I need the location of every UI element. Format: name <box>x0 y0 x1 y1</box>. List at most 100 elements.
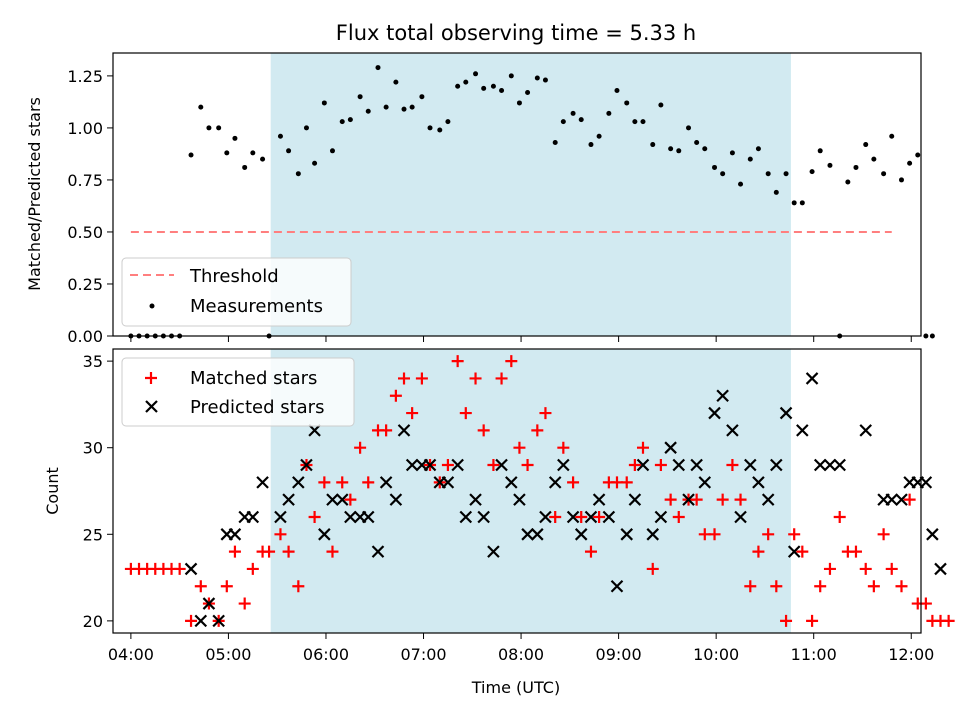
matched-star-point <box>654 459 667 472</box>
predicted-star-point <box>539 510 552 524</box>
x-tick-label: 07:00 <box>400 645 446 664</box>
ratio-y-tick-label: 0.25 <box>67 275 103 294</box>
x-axis-title: Time (UTC) <box>471 678 560 697</box>
predicted-star-point <box>513 493 526 506</box>
matched-star-point <box>770 580 783 593</box>
measurement-point <box>242 164 248 170</box>
predicted-star-point <box>779 406 793 420</box>
matched-star-point <box>814 580 827 593</box>
count-y-tick-label: 25 <box>83 525 103 544</box>
measurement-point <box>650 142 656 148</box>
predicted-star-point <box>787 545 801 558</box>
predicted-star-point <box>708 406 721 420</box>
matched-star-point <box>708 528 721 541</box>
predicted-star-point <box>487 545 500 558</box>
matched-star-point <box>194 580 207 593</box>
predicted-star-point <box>926 528 939 541</box>
measurement-point <box>588 142 594 148</box>
predicted-star-point <box>895 493 908 506</box>
measurement-point <box>702 146 708 152</box>
measurement-point <box>224 150 230 156</box>
legend-measurements-swatch <box>149 303 155 309</box>
matched-star-point <box>238 597 251 610</box>
predicted-star-point <box>823 458 837 472</box>
predicted-star-point <box>796 424 809 437</box>
matched-star-point <box>664 493 677 506</box>
predicted-star-point <box>202 597 216 610</box>
ratio-legend-box <box>121 257 352 327</box>
measurement-point <box>755 146 761 152</box>
measurement-point <box>427 125 433 131</box>
predicted-star-point <box>885 493 899 506</box>
legend-matched-label: Matched stars <box>190 368 317 389</box>
measurement-point <box>827 162 833 168</box>
measurement-point <box>898 177 904 183</box>
predicted-star-point <box>521 528 534 541</box>
predicted-star-point <box>405 458 419 472</box>
matched-star-point <box>487 459 500 472</box>
ratio-shaded-interval <box>270 53 791 336</box>
measurement-point <box>481 85 487 91</box>
ratio-panel: 0.00 0.25 0.50 0.75 1.00 1.25 Matched/Predict… <box>25 52 935 346</box>
predicted-star-point <box>761 493 775 506</box>
measurement-point <box>508 73 514 79</box>
x-tick-label: 09:00 <box>596 645 642 664</box>
predicted-star-point <box>308 424 321 437</box>
count-y-axis-title: Count <box>43 467 62 515</box>
measurement-point <box>923 333 929 339</box>
matched-star-point <box>575 510 588 523</box>
measurement-point <box>929 333 935 339</box>
count-plot-frame <box>112 348 922 634</box>
predicted-star-point <box>274 510 287 524</box>
matched-star-point <box>308 510 321 523</box>
measurement-point <box>853 164 859 170</box>
measurement-point <box>632 119 638 125</box>
measurement-point <box>295 171 301 177</box>
predicted-star-point <box>246 510 260 524</box>
measurement-point <box>321 100 327 106</box>
matched-star-point <box>780 614 793 627</box>
predicted-star-point <box>459 510 473 524</box>
matched-star-point <box>451 355 464 368</box>
matched-star-point <box>318 476 331 489</box>
predicted-star-point <box>682 493 695 506</box>
matched-star-point <box>362 476 375 489</box>
measurement-point <box>676 148 682 154</box>
measurement-point <box>570 110 576 116</box>
measurement-point <box>686 125 692 131</box>
predicted-star-point <box>361 510 375 524</box>
measurement-point <box>357 94 363 100</box>
predicted-star-point <box>770 458 783 472</box>
predicted-star-point <box>300 458 313 472</box>
matched-star-point <box>539 407 552 420</box>
x-tick-label: 04:00 <box>108 645 154 664</box>
measurement-point <box>499 87 505 93</box>
measurement-point <box>889 133 895 139</box>
x-tick-label: 11:00 <box>791 645 837 664</box>
predicted-star-point <box>495 458 508 472</box>
predicted-star-point <box>548 476 562 489</box>
predicted-star-point <box>919 476 933 489</box>
matched-star-point <box>459 407 472 420</box>
predicted-star-point <box>292 476 305 489</box>
matched-star-point <box>389 389 402 402</box>
measurement-point <box>260 156 266 162</box>
matched-star-point <box>513 441 526 454</box>
x-tick-label: 12:00 <box>888 645 934 664</box>
predicted-star-point <box>194 614 208 628</box>
predicted-star-point <box>664 441 677 454</box>
predicted-star-point <box>734 510 747 524</box>
predicted-star-point <box>636 458 650 472</box>
ratio-y-tick-label: 1.25 <box>67 67 103 86</box>
measurement-point <box>845 179 851 185</box>
measurement-point <box>765 171 771 177</box>
ratio-y-axis-title: Matched/Predicted stars <box>25 97 44 291</box>
measurement-point <box>624 100 630 106</box>
ratio-legend: Threshold Measurements <box>121 257 352 327</box>
predicted-star-point <box>726 424 739 437</box>
matched-star-point <box>246 562 259 575</box>
predicted-star-point <box>469 493 482 506</box>
matched-star-point <box>185 614 198 627</box>
legend-matched-swatch <box>145 372 157 384</box>
